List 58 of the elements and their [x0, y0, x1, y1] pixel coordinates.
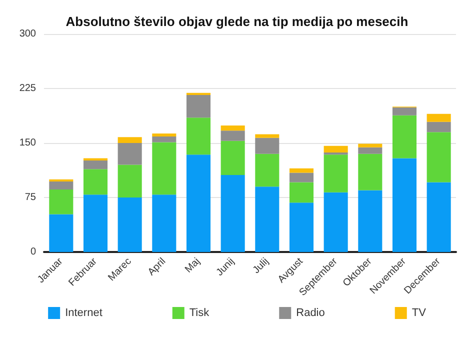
y-tick-label: 0 [30, 246, 36, 258]
bar [324, 154, 348, 192]
bar [426, 114, 451, 122]
bar [426, 122, 451, 132]
bar [186, 92, 211, 96]
bar [152, 136, 176, 142]
bar [255, 138, 280, 154]
bar [49, 182, 74, 190]
bar [324, 146, 348, 152]
bar [186, 95, 211, 118]
bar [289, 182, 314, 203]
y-tick-label: 150 [19, 138, 36, 148]
legend-label: Internet [65, 307, 102, 319]
bar [255, 134, 280, 138]
x-tick-label: Julij [251, 256, 272, 276]
bar [186, 154, 211, 252]
bar [358, 190, 382, 252]
bar [324, 152, 348, 155]
bar [118, 143, 142, 165]
legend-label: Radio [296, 307, 325, 319]
bar [118, 164, 142, 198]
legend-label: Tisk [189, 307, 210, 319]
bar [392, 107, 417, 116]
bar [220, 130, 245, 141]
bar [152, 142, 176, 195]
bar [289, 172, 314, 182]
bar [220, 174, 245, 252]
bar [426, 182, 451, 252]
bar [392, 158, 417, 252]
bar [358, 154, 382, 190]
bar [289, 202, 314, 252]
bar [220, 126, 245, 131]
y-tick-label: 225 [19, 83, 36, 94]
bar [152, 134, 176, 136]
bar [426, 132, 451, 182]
bar [152, 194, 176, 252]
bar [118, 137, 142, 143]
legend-label: TV [412, 307, 427, 319]
bar [49, 190, 74, 214]
y-tick-label: 300 [19, 28, 36, 40]
x-tick-label: Maj [183, 256, 202, 276]
bar [289, 168, 314, 173]
bar [83, 160, 108, 170]
bar [220, 140, 245, 175]
bar [358, 144, 382, 148]
bar [186, 118, 211, 155]
bar [49, 214, 74, 252]
bar [255, 186, 280, 252]
bar [392, 115, 417, 158]
bar [255, 154, 280, 187]
bar [118, 198, 142, 252]
y-tick-label: 75 [24, 192, 36, 203]
bar [324, 192, 348, 252]
bar [83, 169, 108, 195]
bar [83, 194, 108, 252]
bar [49, 179, 74, 182]
chart-title: Absolutno število objav glede na tip medija po mesecih [66, 14, 408, 29]
bar [358, 147, 382, 154]
